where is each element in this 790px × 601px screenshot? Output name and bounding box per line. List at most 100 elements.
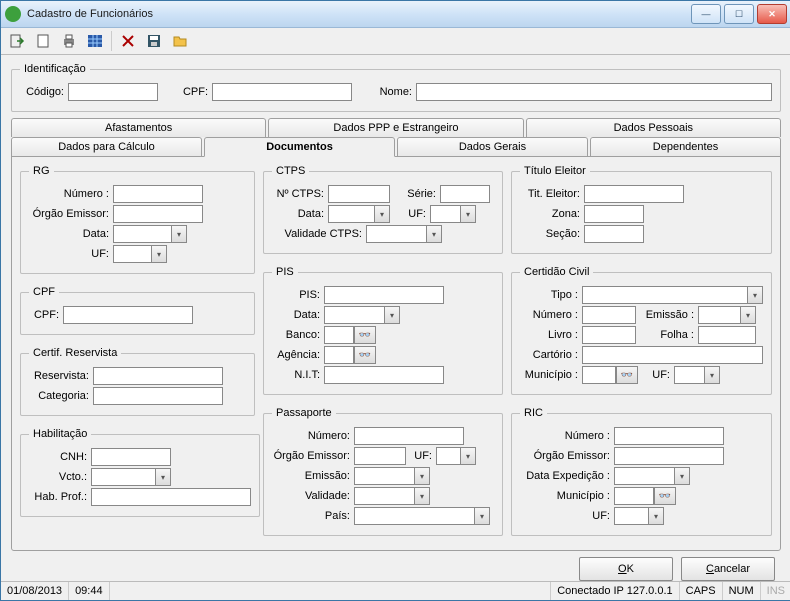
- habilitacao-legend: Habilitação: [29, 428, 91, 440]
- ctps-uf-input[interactable]: [430, 205, 460, 223]
- pass-uf-label: UF:: [410, 450, 436, 462]
- vcto-dropdown-icon[interactable]: ▾: [155, 468, 171, 486]
- rg-uf-input[interactable]: [113, 245, 151, 263]
- ctps-serie-label: Série:: [396, 188, 440, 200]
- ric-municipio-input[interactable]: [614, 487, 654, 505]
- pass-pais-label: País:: [272, 510, 354, 522]
- toolbar-save-icon[interactable]: [142, 29, 166, 53]
- ric-orgao-input[interactable]: [614, 447, 724, 465]
- close-button[interactable]: ✕: [757, 4, 787, 24]
- nome-input[interactable]: [416, 83, 772, 101]
- codigo-label: Código:: [20, 86, 68, 98]
- cert-folha-input[interactable]: [698, 326, 756, 344]
- pis-agencia-search-icon[interactable]: 👓: [354, 346, 376, 364]
- cert-tipo-input[interactable]: [582, 286, 747, 304]
- cert-uf-dropdown-icon[interactable]: ▾: [704, 366, 720, 384]
- rg-numero-label: Número :: [29, 188, 113, 200]
- ok-button[interactable]: OK: [579, 557, 673, 581]
- tab-afastamentos[interactable]: Afastamentos: [11, 118, 266, 137]
- toolbar-print-icon[interactable]: [57, 29, 81, 53]
- habprof-input[interactable]: [91, 488, 251, 506]
- toolbar-delete-icon[interactable]: [116, 29, 140, 53]
- app-icon: [5, 6, 21, 22]
- ctps-group: CTPS Nº CTPS: Série: Data:▾ UF:▾ Validad…: [263, 165, 503, 254]
- categoria-label: Categoria:: [29, 390, 93, 402]
- tab-dados-calculo[interactable]: Dados para Cálculo: [11, 137, 202, 156]
- cancel-button[interactable]: Cancelar: [681, 557, 775, 581]
- ric-legend: RIC: [520, 407, 547, 419]
- pis-nit-input[interactable]: [324, 366, 444, 384]
- tab-control: Afastamentos Dados PPP e Estrangeiro Dad…: [11, 118, 781, 551]
- cert-emissao-dropdown-icon[interactable]: ▾: [740, 306, 756, 324]
- certidao-group: Certidão Civil Tipo :▾ Número :Emissão :…: [511, 266, 772, 395]
- pass-validade-input[interactable]: [354, 487, 414, 505]
- vcto-input[interactable]: [91, 468, 155, 486]
- ctps-serie-input[interactable]: [440, 185, 490, 203]
- pis-agencia-input[interactable]: [324, 346, 354, 364]
- pis-data-input[interactable]: [324, 306, 384, 324]
- tab-documentos[interactable]: Documentos: [204, 137, 395, 157]
- tab-dependentes[interactable]: Dependentes: [590, 137, 781, 156]
- rg-uf-dropdown-icon[interactable]: ▾: [151, 245, 167, 263]
- pass-numero-input[interactable]: [354, 427, 464, 445]
- cert-cartorio-input[interactable]: [582, 346, 763, 364]
- ric-group: RIC Número : Órgão Emissor: Data Expediç…: [511, 407, 772, 536]
- cert-livro-input[interactable]: [582, 326, 636, 344]
- cert-municipio-input[interactable]: [582, 366, 616, 384]
- ric-numero-input[interactable]: [614, 427, 724, 445]
- pis-banco-search-icon[interactable]: 👓: [354, 326, 376, 344]
- pass-validade-dropdown-icon[interactable]: ▾: [414, 487, 430, 505]
- pis-data-dropdown-icon[interactable]: ▾: [384, 306, 400, 324]
- ric-uf-dropdown-icon[interactable]: ▾: [648, 507, 664, 525]
- ctps-data-dropdown-icon[interactable]: ▾: [374, 205, 390, 223]
- pass-pais-input[interactable]: [354, 507, 474, 525]
- pass-uf-input[interactable]: [436, 447, 460, 465]
- pass-emissao-input[interactable]: [354, 467, 414, 485]
- codigo-input[interactable]: [68, 83, 158, 101]
- rg-data-dropdown-icon[interactable]: ▾: [171, 225, 187, 243]
- minimize-button[interactable]: —: [691, 4, 721, 24]
- maximize-button[interactable]: ☐: [724, 4, 754, 24]
- toolbar-grid-icon[interactable]: [83, 29, 107, 53]
- ctps-numero-input[interactable]: [328, 185, 390, 203]
- cpf-input[interactable]: [212, 83, 352, 101]
- toolbar-folder-icon[interactable]: [168, 29, 192, 53]
- cert-municipio-search-icon[interactable]: 👓: [616, 366, 638, 384]
- titulo-secao-input[interactable]: [584, 225, 644, 243]
- toolbar-new-icon[interactable]: [31, 29, 55, 53]
- ric-municipio-search-icon[interactable]: 👓: [654, 487, 676, 505]
- cert-uf-input[interactable]: [674, 366, 704, 384]
- tab-dados-ppp[interactable]: Dados PPP e Estrangeiro: [268, 118, 523, 137]
- toolbar-exit-icon[interactable]: [5, 29, 29, 53]
- pass-orgao-input[interactable]: [354, 447, 406, 465]
- cnh-input[interactable]: [91, 448, 171, 466]
- ric-data-dropdown-icon[interactable]: ▾: [674, 467, 690, 485]
- categoria-input[interactable]: [93, 387, 223, 405]
- ric-orgao-label: Órgão Emissor:: [520, 450, 614, 462]
- cert-numero-input[interactable]: [582, 306, 636, 324]
- ric-uf-input[interactable]: [614, 507, 648, 525]
- tab-dados-pessoais[interactable]: Dados Pessoais: [526, 118, 781, 137]
- ctps-data-input[interactable]: [328, 205, 374, 223]
- titulo-zona-input[interactable]: [584, 205, 644, 223]
- ctps-uf-dropdown-icon[interactable]: ▾: [460, 205, 476, 223]
- titulo-zona-label: Zona:: [520, 208, 584, 220]
- tab-dados-gerais[interactable]: Dados Gerais: [397, 137, 588, 156]
- cpf-field-input[interactable]: [63, 306, 193, 324]
- cpf-label: CPF:: [168, 86, 212, 98]
- pis-input[interactable]: [324, 286, 444, 304]
- pass-uf-dropdown-icon[interactable]: ▾: [460, 447, 476, 465]
- titulo-tit-input[interactable]: [584, 185, 684, 203]
- rg-orgao-input[interactable]: [113, 205, 203, 223]
- reservista-input[interactable]: [93, 367, 223, 385]
- cert-emissao-input[interactable]: [698, 306, 740, 324]
- cert-tipo-dropdown-icon[interactable]: ▾: [747, 286, 763, 304]
- ric-data-input[interactable]: [614, 467, 674, 485]
- pass-pais-dropdown-icon[interactable]: ▾: [474, 507, 490, 525]
- pis-banco-input[interactable]: [324, 326, 354, 344]
- rg-numero-input[interactable]: [113, 185, 203, 203]
- rg-data-input[interactable]: [113, 225, 171, 243]
- pass-emissao-dropdown-icon[interactable]: ▾: [414, 467, 430, 485]
- ctps-validade-input[interactable]: [366, 225, 426, 243]
- ctps-validade-dropdown-icon[interactable]: ▾: [426, 225, 442, 243]
